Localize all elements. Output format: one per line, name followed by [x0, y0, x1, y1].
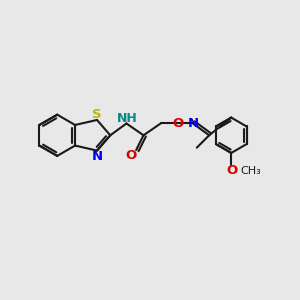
Text: O: O	[172, 117, 184, 130]
Text: NH: NH	[117, 112, 138, 125]
Text: N: N	[92, 150, 103, 163]
Text: CH₃: CH₃	[241, 166, 261, 176]
Text: O: O	[125, 149, 136, 162]
Text: S: S	[92, 108, 101, 121]
Text: N: N	[188, 117, 199, 130]
Text: O: O	[226, 164, 238, 176]
